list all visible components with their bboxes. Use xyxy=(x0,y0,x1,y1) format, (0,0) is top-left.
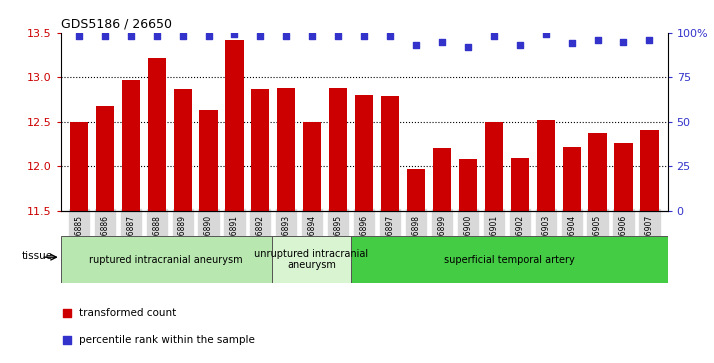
Point xyxy=(411,42,422,48)
Point xyxy=(151,33,162,39)
Text: percentile rank within the sample: percentile rank within the sample xyxy=(79,335,255,345)
Text: ruptured intracranial aneurysm: ruptured intracranial aneurysm xyxy=(89,254,243,265)
Bar xyxy=(459,159,477,211)
Bar xyxy=(615,143,633,211)
Point xyxy=(125,33,136,39)
Bar xyxy=(70,122,88,211)
Bar xyxy=(277,88,296,211)
Bar xyxy=(351,236,668,283)
Bar xyxy=(148,58,166,211)
Point xyxy=(203,33,214,39)
Bar xyxy=(272,236,351,283)
Point xyxy=(255,33,266,39)
Bar xyxy=(640,130,658,211)
Point xyxy=(644,37,655,43)
Point xyxy=(592,37,603,43)
Text: unruptured intracranial
aneurysm: unruptured intracranial aneurysm xyxy=(254,249,368,270)
Point xyxy=(566,40,578,46)
Point xyxy=(358,33,370,39)
Bar xyxy=(61,236,272,283)
Point xyxy=(228,32,240,37)
Point xyxy=(436,38,448,44)
Point xyxy=(281,33,292,39)
Bar xyxy=(329,88,347,211)
Bar xyxy=(588,133,607,211)
Bar xyxy=(381,96,399,211)
Point xyxy=(73,33,84,39)
Point xyxy=(306,33,318,39)
Bar xyxy=(303,122,321,211)
Bar xyxy=(563,147,580,211)
Bar xyxy=(537,120,555,211)
Point xyxy=(177,33,188,39)
Point xyxy=(384,33,396,39)
Text: tissue: tissue xyxy=(21,251,53,261)
Bar xyxy=(199,110,218,211)
Point xyxy=(618,38,629,44)
Point xyxy=(514,42,526,48)
Bar xyxy=(96,106,114,211)
Text: GDS5186 / 26650: GDS5186 / 26650 xyxy=(61,17,171,30)
Point xyxy=(99,33,111,39)
Text: superficial temporal artery: superficial temporal artery xyxy=(444,254,575,265)
Bar xyxy=(355,95,373,211)
Bar xyxy=(251,89,269,211)
Bar xyxy=(485,122,503,211)
Bar xyxy=(511,158,529,211)
Point xyxy=(462,44,473,50)
Text: transformed count: transformed count xyxy=(79,308,176,318)
Bar xyxy=(174,89,191,211)
Point xyxy=(488,33,500,39)
Point xyxy=(61,310,73,316)
Bar xyxy=(407,169,425,211)
Point xyxy=(540,32,551,37)
Point xyxy=(333,33,344,39)
Bar xyxy=(226,40,243,211)
Bar xyxy=(121,80,140,211)
Bar xyxy=(433,148,451,211)
Point xyxy=(61,337,73,343)
